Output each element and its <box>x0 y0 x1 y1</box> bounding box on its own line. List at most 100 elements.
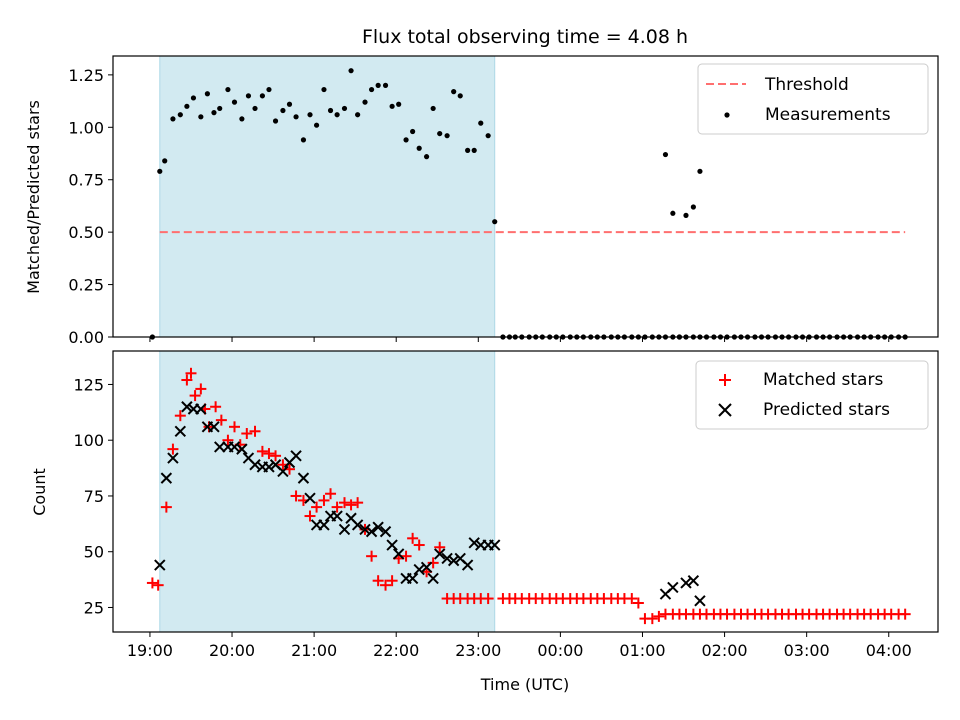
measurement-point <box>252 105 258 112</box>
matched-star-point <box>380 579 392 591</box>
measurement-point <box>670 210 676 216</box>
matched-star-point <box>195 383 207 395</box>
matched-star-point <box>427 557 439 569</box>
matched-star-point <box>318 494 330 506</box>
measurement-point <box>280 107 286 114</box>
predicted-star-point <box>195 403 207 415</box>
predicted-star-point <box>338 523 351 536</box>
measurement-point <box>177 112 183 118</box>
matched-star-point <box>653 610 665 622</box>
measurement-point <box>471 147 477 153</box>
predicted-star-point <box>694 595 706 607</box>
predicted-star-point <box>208 421 220 433</box>
predicted-star-point <box>406 572 419 585</box>
predicted-star-point <box>236 443 248 455</box>
predicted-star-point <box>427 572 439 585</box>
matched-star-point <box>241 428 253 440</box>
measurement-point <box>211 110 217 116</box>
measurement-point <box>313 122 320 128</box>
predicted-star-point <box>667 581 679 594</box>
measurement-point <box>465 147 471 153</box>
matched-star-point <box>185 367 197 379</box>
matched-star-point <box>632 597 644 609</box>
matched-star-point <box>167 443 179 455</box>
matched-star-point <box>304 510 316 522</box>
predicted-star-point <box>249 459 261 471</box>
y-tick-label: 75 <box>84 487 104 506</box>
predicted-star-point <box>277 465 289 478</box>
y-tick-label: 25 <box>84 598 104 617</box>
predicted-star-point <box>489 539 501 551</box>
matched-star-point <box>174 410 186 422</box>
matched-star-point <box>325 488 337 500</box>
predicted-star-point <box>420 561 433 574</box>
measurement-point <box>204 91 211 97</box>
y-tick-label: 100 <box>73 431 104 450</box>
x-tick-label: 20:00 <box>209 641 255 660</box>
predicted-star-point <box>263 461 275 473</box>
measurement-point <box>396 101 402 107</box>
measurement-point <box>190 95 197 101</box>
measurement-point <box>266 86 272 93</box>
legend-measurements-swatch <box>724 112 730 118</box>
y-tick-label: 0.00 <box>68 328 104 347</box>
x-tick-label: 22:00 <box>373 641 419 660</box>
measurement-point <box>198 114 204 120</box>
measurement-point <box>368 86 375 93</box>
matched-star-point <box>181 374 193 386</box>
predicted-star-point <box>680 577 692 589</box>
measurement-point <box>245 93 252 99</box>
predicted-star-point <box>154 559 166 571</box>
predicted-star-point <box>447 554 460 567</box>
predicted-star-point <box>359 523 371 536</box>
measurement-point <box>334 112 340 118</box>
matched-star-point <box>413 539 425 551</box>
matched-star-point <box>228 421 240 433</box>
top-legend: Threshold Measurements <box>697 63 929 135</box>
bottom-legend: Matched stars Predicted stars <box>695 360 929 430</box>
predicted-star-point <box>160 472 173 484</box>
measurement-point <box>662 151 669 158</box>
y-tick-label: 125 <box>73 375 104 394</box>
measurement-point <box>239 116 245 122</box>
measurement-point <box>286 101 293 107</box>
measurement-point <box>321 86 327 93</box>
matched-star-point <box>400 550 412 562</box>
predicted-star-point <box>392 548 405 560</box>
legend-predicted-swatch <box>718 403 732 417</box>
x-tick-label: 02:00 <box>702 641 748 660</box>
predicted-star-point <box>365 525 378 538</box>
measurement-point <box>184 103 190 109</box>
matched-star-point <box>270 450 282 462</box>
measurement-point <box>697 168 703 174</box>
predicted-star-point <box>318 519 330 531</box>
top-legend-box <box>697 63 929 135</box>
matched-star-point <box>222 434 234 446</box>
measurement-point <box>355 112 361 118</box>
matched-star-point <box>189 390 201 402</box>
measurement-point <box>410 128 416 135</box>
matched-star-point <box>311 501 323 513</box>
matched-star-point <box>407 532 419 544</box>
matched-star-point <box>482 593 494 605</box>
legend-matched-swatch <box>719 374 731 386</box>
predicted-star-point <box>181 401 193 413</box>
x-tick-label: 01:00 <box>619 641 665 660</box>
x-tick-label: 04:00 <box>866 641 912 660</box>
axes-frame <box>112 55 939 338</box>
measurement-point <box>403 137 409 143</box>
bottom-legend-box <box>695 360 929 430</box>
measurement-point <box>170 116 176 122</box>
x-tick-label: 00:00 <box>537 641 583 660</box>
x-axis-label: Time (UTC) <box>480 675 569 694</box>
matched-star-point <box>366 550 378 562</box>
axes-frame <box>112 350 939 633</box>
measurement-point <box>162 158 168 164</box>
measurement-point <box>362 99 368 105</box>
predicted-star-point <box>441 552 453 565</box>
predicted-star-point <box>331 510 343 522</box>
predicted-star-point <box>687 574 700 587</box>
predicted-star-point <box>468 537 480 549</box>
measurement-point <box>485 133 491 139</box>
